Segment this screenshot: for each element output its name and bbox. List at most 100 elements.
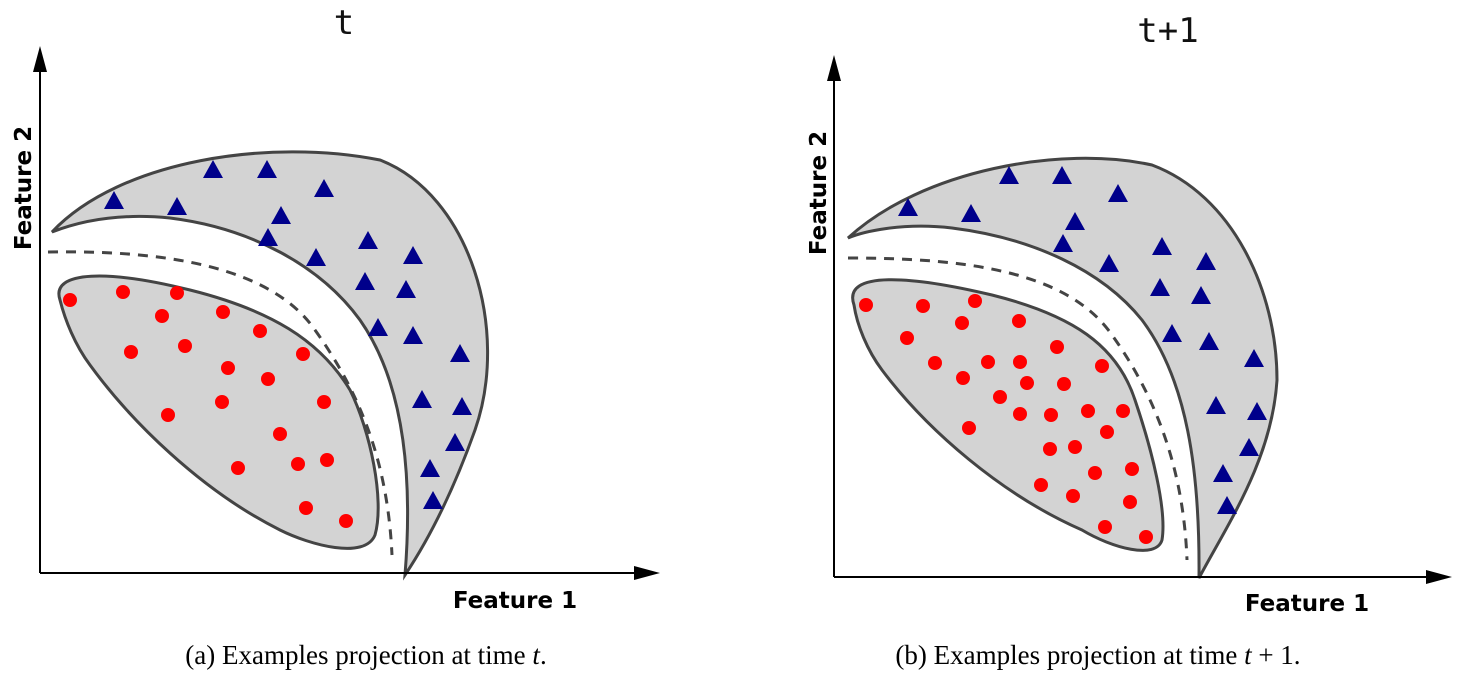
decision-boundary: [847, 256, 1189, 561]
circle-marker: [170, 286, 184, 300]
circle-marker: [1123, 495, 1137, 509]
triangle-marker: [412, 390, 432, 408]
circle-marker: [261, 372, 275, 386]
triangle-marker: [403, 326, 423, 344]
circle-marker: [1068, 440, 1082, 454]
circle-marker: [1044, 408, 1058, 422]
circle-marker: [296, 347, 310, 361]
triangle-marker: [1108, 184, 1128, 202]
circle-region: [57, 274, 380, 550]
panel-b-title: t+1: [1137, 11, 1198, 51]
triangle-marker: [1065, 212, 1085, 230]
circle-marker: [859, 298, 873, 312]
triangle-group: [104, 160, 472, 509]
triangle-marker: [1244, 349, 1264, 367]
circle-marker: [231, 461, 245, 475]
circle-marker: [1013, 407, 1027, 421]
triangle-marker: [1217, 496, 1237, 514]
triangle-marker: [1247, 402, 1267, 420]
triangle-marker: [306, 248, 326, 266]
triangle-marker: [420, 459, 440, 477]
circle-marker: [968, 294, 982, 308]
triangle-marker: [1239, 438, 1259, 456]
circle-marker: [215, 395, 229, 409]
circle-marker: [900, 331, 914, 345]
triangle-marker: [1206, 396, 1226, 414]
panel-b-caption: (b) Examples projection at time t + 1.: [732, 640, 1464, 671]
y-axis-arrow: [827, 55, 841, 81]
triangle-region: [50, 150, 490, 581]
circle-marker: [1050, 340, 1064, 354]
circle-marker: [1043, 442, 1057, 456]
circle-marker: [1057, 377, 1071, 391]
circle-marker: [1013, 355, 1027, 369]
circle-group: [859, 294, 1153, 544]
circle-marker: [1139, 530, 1153, 544]
triangle-marker: [999, 166, 1019, 184]
caption-prefix: (b) Examples projection at time: [895, 640, 1245, 670]
triangle-marker: [396, 280, 416, 298]
x-axis-label: Feature 1: [453, 588, 577, 614]
caption-suffix: .: [539, 640, 547, 670]
circle-marker: [1088, 466, 1102, 480]
triangle-marker: [961, 204, 981, 222]
circle-marker: [1095, 359, 1109, 373]
triangle-marker: [1052, 166, 1072, 184]
triangle-marker: [452, 397, 472, 415]
panel-a-plot: t Feature 1 Feature 2: [11, 3, 660, 614]
triangle-marker: [271, 206, 291, 224]
y-axis-label: Feature 2: [806, 131, 832, 255]
circle-marker: [253, 324, 267, 338]
circle-marker: [1034, 478, 1048, 492]
circle-marker: [216, 305, 230, 319]
triangle-marker: [368, 318, 388, 336]
circle-marker: [291, 457, 305, 471]
triangle-group: [898, 166, 1267, 514]
panel-a: t Feature 1 Feature 2: [11, 3, 660, 670]
decision-boundary: [47, 250, 394, 556]
triangle-marker: [355, 272, 375, 290]
triangle-marker: [1152, 237, 1172, 255]
caption-prefix: (a) Examples projection at time: [185, 640, 533, 670]
circle-marker: [178, 339, 192, 353]
triangle-marker: [203, 160, 223, 178]
triangle-marker: [358, 231, 378, 249]
circle-marker: [962, 421, 976, 435]
circle-marker: [1081, 404, 1095, 418]
caption-variable: t: [532, 640, 540, 670]
circle-marker: [155, 309, 169, 323]
triangle-region: [846, 156, 1279, 579]
triangle-marker: [258, 228, 278, 246]
y-axis-label: Feature 2: [11, 126, 37, 250]
triangle-marker: [1053, 234, 1073, 252]
circle-marker: [63, 293, 77, 307]
circle-marker: [1100, 425, 1114, 439]
circle-marker: [1098, 520, 1112, 534]
circle-marker: [221, 361, 235, 375]
triangle-marker: [423, 491, 443, 509]
y-axis-arrow: [33, 46, 47, 72]
circle-marker: [339, 514, 353, 528]
triangle-marker: [1199, 332, 1219, 350]
circle-marker: [981, 355, 995, 369]
x-axis-label: Feature 1: [1245, 591, 1369, 617]
circle-group: [63, 285, 353, 528]
circle-marker: [299, 501, 313, 515]
x-axis-arrow: [634, 566, 660, 580]
triangle-marker: [445, 433, 465, 451]
triangle-marker: [257, 160, 277, 178]
triangle-marker: [1196, 252, 1216, 270]
panel-b-plot: t+1 Feature 1 Feature 2: [806, 11, 1452, 617]
triangle-marker: [450, 344, 470, 362]
circle-marker: [317, 395, 331, 409]
circle-marker: [1012, 314, 1026, 328]
circle-marker: [1020, 376, 1034, 390]
circle-marker: [1066, 489, 1080, 503]
triangle-marker: [167, 197, 187, 215]
triangle-marker: [898, 198, 918, 216]
triangle-marker: [104, 191, 124, 209]
triangle-marker: [1213, 464, 1233, 482]
triangle-marker: [1099, 254, 1119, 272]
circle-marker: [955, 316, 969, 330]
panel-a-title: t: [334, 3, 354, 43]
